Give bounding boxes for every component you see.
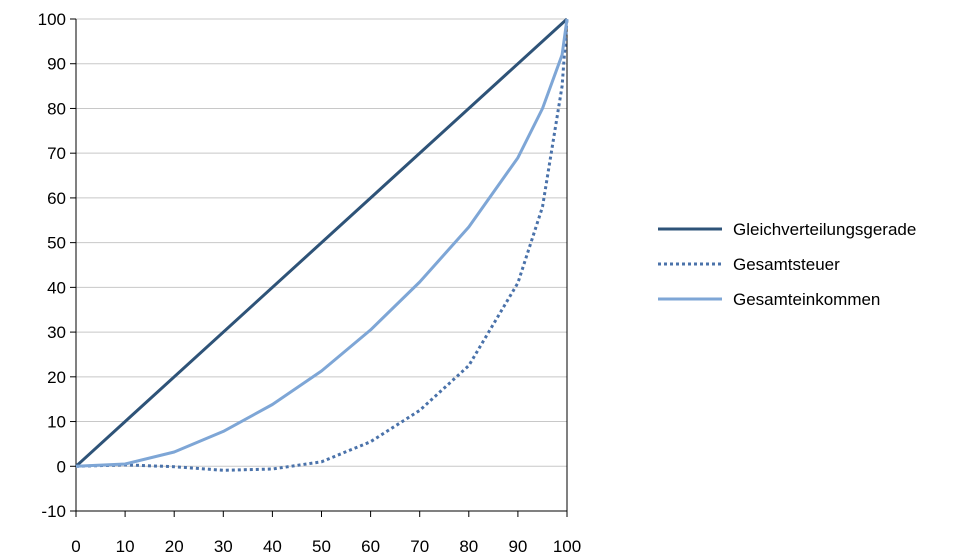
legend-label: Gesamteinkommen — [733, 290, 880, 309]
x-tick-label: 30 — [214, 537, 233, 556]
legend-label: Gleichverteilungsgerade — [733, 220, 916, 239]
y-tick-label: 50 — [47, 234, 66, 253]
series-line-gesamtsteuer — [75, 18, 569, 472]
x-tick-label: 60 — [361, 537, 380, 556]
x-tick-label: 90 — [508, 537, 527, 556]
series-lines — [74, 17, 569, 472]
x-tick-label: 40 — [263, 537, 282, 556]
x-tick-label: 20 — [165, 537, 184, 556]
x-tick-label: 100 — [553, 537, 581, 556]
y-tick-label: 30 — [47, 323, 66, 342]
gridlines — [76, 18, 567, 512]
y-tick-label: 80 — [47, 99, 66, 118]
y-tick-label: 70 — [47, 144, 66, 163]
y-tick-label: 40 — [47, 278, 66, 297]
y-tick-label: 90 — [47, 55, 66, 74]
series-line-gesamteinkommen — [75, 18, 569, 468]
x-tick-label: 80 — [459, 537, 478, 556]
y-tick-label: 0 — [57, 457, 66, 476]
y-tick-label: 100 — [38, 10, 66, 29]
x-tick-labels: 0 10 20 30 40 50 60 70 80 90 100 — [71, 537, 581, 556]
y-tick-label: 20 — [47, 368, 66, 387]
y-tick-label: 10 — [47, 413, 66, 432]
y-tick-label: -10 — [41, 502, 66, 521]
series-line-gleichverteilungsgerade — [74, 17, 569, 468]
legend: Gleichverteilungsgerade Gesamtsteuer Gesam… — [658, 220, 916, 309]
x-tick-label: 50 — [312, 537, 331, 556]
legend-label: Gesamtsteuer — [733, 255, 840, 274]
x-tick-label: 0 — [71, 537, 80, 556]
axes — [70, 18, 568, 517]
x-tick-label: 70 — [410, 537, 429, 556]
x-tick-label: 10 — [116, 537, 135, 556]
y-tick-label: 60 — [47, 189, 66, 208]
